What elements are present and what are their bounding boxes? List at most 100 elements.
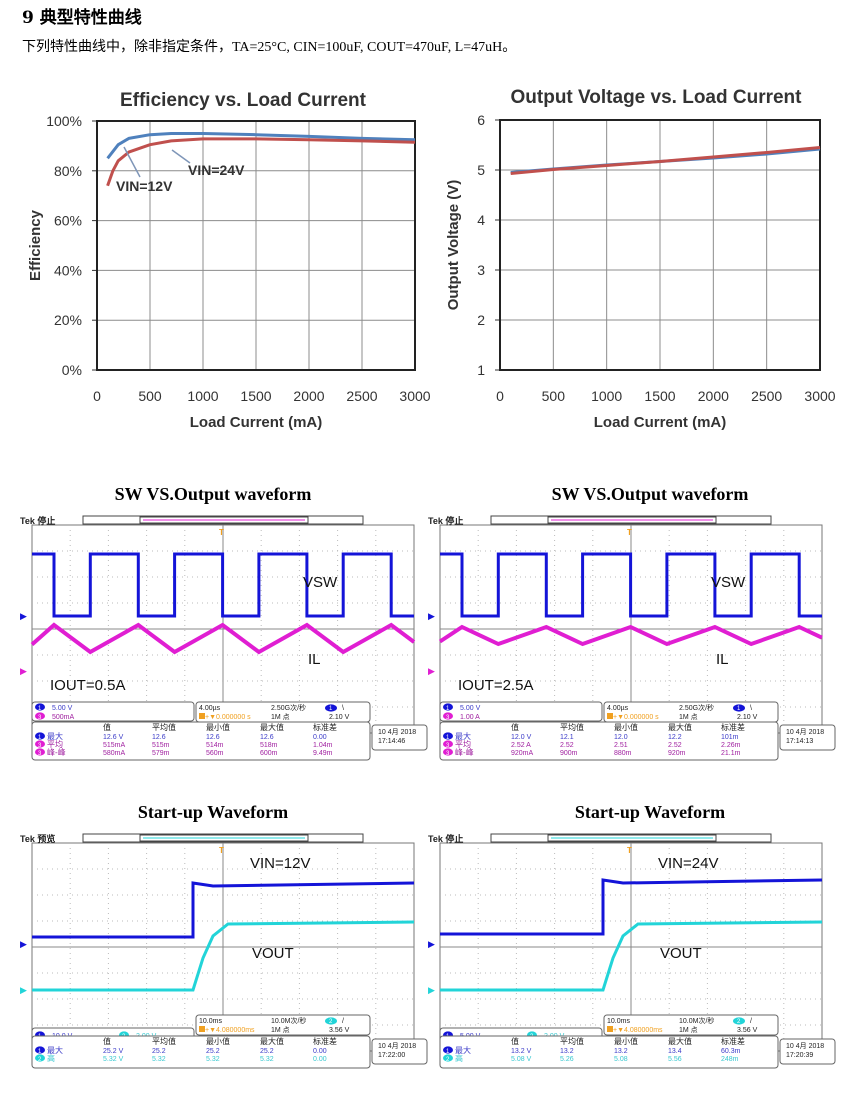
trace-vsw: [32, 552, 414, 618]
datetime-panel: [371, 1038, 428, 1065]
trigger-level: 3.56 V: [737, 1027, 758, 1034]
trigger-channel-badge: [325, 704, 337, 712]
plot-area-border: [96, 120, 416, 371]
annotation-iout: IOUT=2.5A: [458, 677, 533, 694]
measurement-value: 5.32: [152, 1056, 166, 1063]
trace-il: [438, 624, 823, 647]
measurement-channel: 3: [446, 743, 450, 749]
channel-badge-3: [443, 712, 453, 720]
scope-status: Tek 停止: [428, 833, 463, 844]
trace-label-vin: VIN=24V: [658, 855, 718, 872]
ch3-ground-marker: ▶: [20, 666, 27, 676]
trigger-level: 2.10 V: [737, 714, 758, 721]
trace-vsw: [440, 552, 822, 618]
measurement-name: 最大: [47, 1045, 63, 1055]
x-tick-label: 2500: [751, 388, 782, 404]
measurement-value: 21.1m: [721, 750, 741, 757]
measurement-value: 600m: [260, 750, 278, 757]
record-view-window: [139, 834, 309, 842]
measurement-panel: [31, 721, 371, 761]
timebase: 10.0ms: [607, 1018, 630, 1025]
annotation-iout: IOUT=0.5A: [50, 677, 125, 694]
timebase: 4.00µs: [607, 705, 629, 712]
measurement-header: 平均值: [560, 1036, 584, 1046]
measurement-header: 值: [511, 722, 519, 732]
trigger-position: +▼4.080000ms: [205, 1027, 255, 1034]
section-subtitle: 下列特性曲线中，除非指定条件，TA=25°C, CIN=100uF, COUT=…: [22, 40, 517, 55]
measurement-value: 2.52: [668, 742, 682, 749]
x-tick-label: 1000: [187, 388, 218, 404]
plot-area-border: [499, 119, 821, 371]
measurement-value: 25.2 V: [103, 1048, 124, 1055]
ch1-ground-marker: ▶: [20, 939, 27, 949]
trigger-level: 3.56 V: [329, 1027, 350, 1034]
scope-status: Tek 预览: [20, 833, 55, 844]
channel-scale: 5.00 V: [460, 705, 481, 712]
measurement-value: 900m: [560, 750, 578, 757]
record-view-window: [547, 516, 717, 524]
chart-title: Efficiency vs. Load Current: [120, 90, 367, 111]
trigger-position: +▼0.000000 s: [613, 714, 659, 721]
measurement-value: 13.4: [668, 1048, 682, 1055]
series-label-vin24: VIN=24V: [188, 162, 245, 178]
measurement-value: 12.6: [260, 734, 274, 741]
measurement-name: 最大: [455, 1045, 471, 1055]
measurement-value: 580mA: [103, 750, 126, 757]
measurement-header: 标准差: [313, 1036, 337, 1046]
annotation-arrow-vin12: [123, 146, 141, 178]
sample-rate: 10.0M次/秒: [679, 1016, 714, 1025]
measurement-value: 0.00: [313, 1048, 327, 1055]
time: 17:22:00: [378, 1052, 405, 1059]
measurement-channel-badge: [443, 732, 453, 740]
measurement-value: 5.08: [614, 1056, 628, 1063]
y-tick-label: 60%: [54, 213, 82, 229]
channel-badge-number: 3: [38, 715, 42, 721]
measurement-value: 0.00: [313, 1056, 327, 1063]
channel-scale: 1.00 A: [460, 714, 480, 721]
trigger-slope: \: [342, 705, 344, 712]
x-tick-label: 2000: [293, 388, 324, 404]
measurement-value: 2.26m: [721, 742, 741, 749]
measurement-name: 平均: [455, 739, 471, 749]
measurement-value: 2.52 A: [511, 742, 531, 749]
trace-il: [30, 622, 416, 655]
trace-vin: [440, 878, 823, 936]
measurement-value: 13.2: [560, 1048, 574, 1055]
chart-title: Output Voltage vs. Load Current: [511, 87, 803, 108]
measurement-value: 518m: [260, 742, 278, 749]
efficiency-chart: Efficiency vs. Load Current 0 500 1000 1500 2…: [27, 90, 431, 431]
y-tick-label: 3: [477, 262, 485, 278]
ch1-ground-marker: ▶: [20, 611, 27, 621]
x-tick-label: 2500: [346, 388, 377, 404]
trigger-channel-badge: [733, 1017, 745, 1025]
measurement-header: 平均值: [560, 722, 584, 732]
annotation-arrow-vin24: [171, 149, 191, 164]
measurement-header: 平均值: [152, 1036, 176, 1046]
measurement-channel: 2: [446, 1057, 450, 1063]
trace-label-vsw: VSW: [303, 574, 338, 591]
y-tick-label: 5: [477, 162, 485, 178]
trigger-channel: 1: [737, 706, 741, 712]
measurement-header: 标准差: [721, 722, 745, 732]
channel-badge-1: [35, 703, 45, 711]
x-tick-label: 0: [93, 388, 101, 404]
y-tick-label: 80%: [54, 163, 82, 179]
trigger-icon: [607, 1026, 613, 1032]
scope-status: Tek 停止: [20, 515, 55, 526]
ch3-ground-marker: ▶: [428, 666, 435, 676]
measurement-name: 高: [455, 1053, 463, 1063]
measurement-header: 最小值: [206, 722, 230, 732]
trigger-channel: 1: [329, 706, 333, 712]
section-title: 9 典型特性曲线: [22, 8, 142, 28]
measurement-channel-badge: [443, 740, 453, 748]
y-axis-label: Output Voltage (V): [445, 180, 462, 311]
measurement-header: 标准差: [313, 722, 337, 732]
measurement-name: 平均: [47, 739, 63, 749]
measurement-value: 9.49m: [313, 750, 333, 757]
trace-vin: [32, 881, 415, 939]
sw-waveform-title-1: SW VS.Output waveform: [114, 484, 312, 504]
measurement-value: 25.2: [206, 1048, 220, 1055]
measurement-value: 248m: [721, 1056, 739, 1063]
measurement-channel-badge: [35, 748, 45, 756]
